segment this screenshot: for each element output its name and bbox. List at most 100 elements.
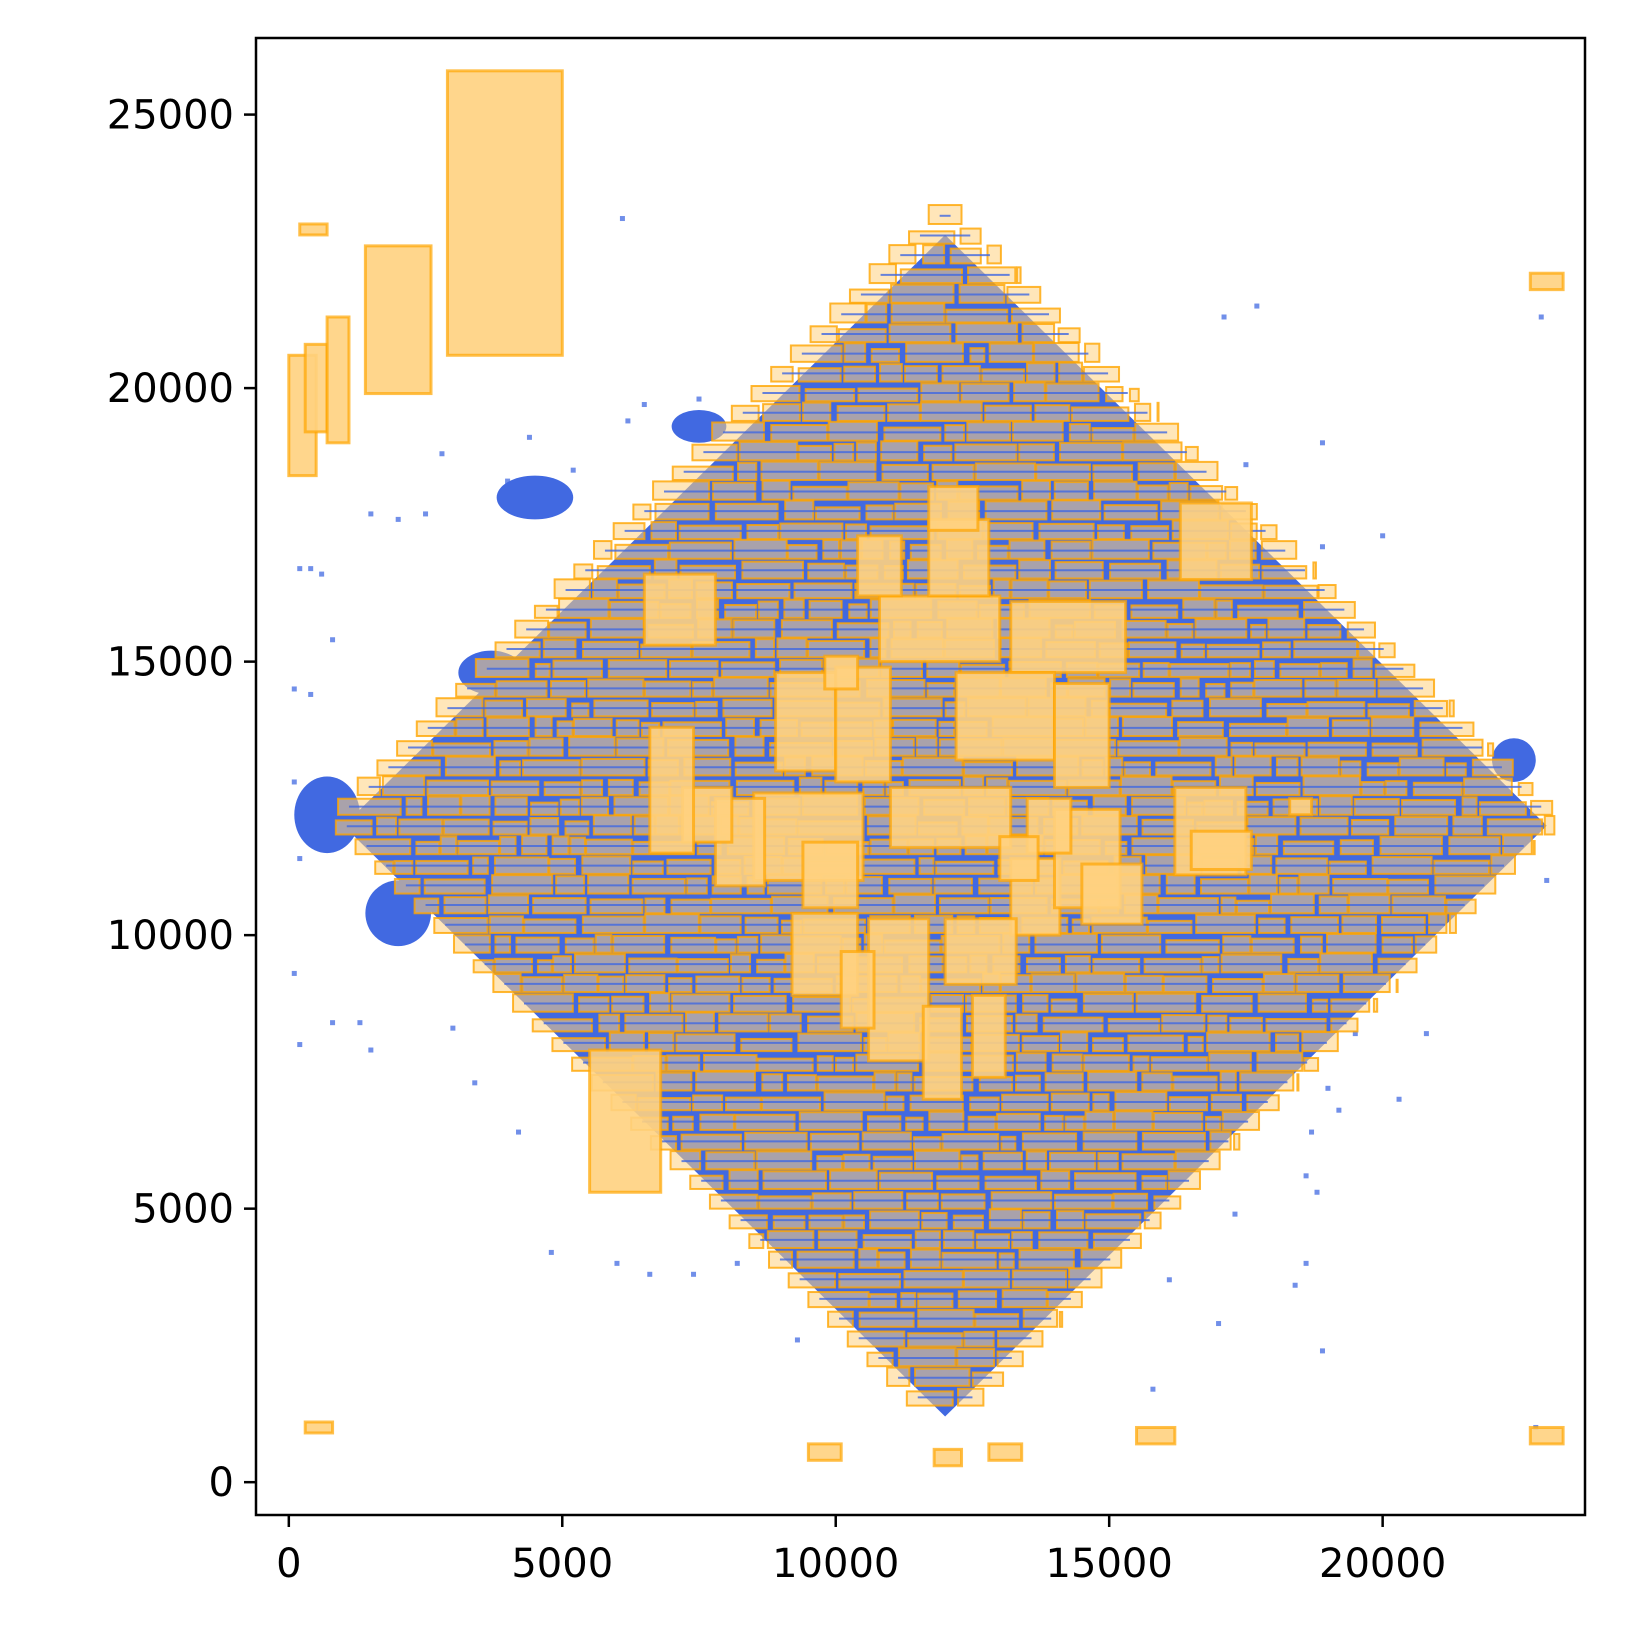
band-box xyxy=(1194,618,1248,639)
band-box xyxy=(571,702,590,718)
box xyxy=(834,665,892,784)
band-box xyxy=(1165,939,1220,954)
band-box xyxy=(592,814,633,836)
box xyxy=(954,671,1056,762)
band-box xyxy=(1142,662,1170,678)
band-box xyxy=(1103,504,1158,521)
band-box xyxy=(1478,801,1527,816)
box xyxy=(998,835,1040,882)
band-box xyxy=(1384,780,1408,797)
band-box xyxy=(827,420,878,442)
x-tick-label: 20000 xyxy=(1319,1541,1446,1587)
band-box xyxy=(1108,702,1168,718)
band-box xyxy=(822,538,841,560)
box xyxy=(927,485,980,532)
band-box xyxy=(1366,762,1399,777)
band-box xyxy=(963,761,1014,777)
band-box xyxy=(536,959,553,974)
box xyxy=(921,1004,964,1101)
band-box xyxy=(797,367,842,383)
band-box xyxy=(1395,978,1399,994)
band-box xyxy=(1212,978,1264,994)
band-box xyxy=(758,1195,812,1210)
outlier-point xyxy=(1544,877,1550,883)
band-box xyxy=(1233,1133,1241,1151)
band-box xyxy=(1367,703,1410,718)
band-box xyxy=(816,1155,844,1171)
band-box xyxy=(837,328,887,344)
outlier-point xyxy=(691,1271,697,1277)
band-box xyxy=(1254,834,1279,856)
y-tick-label: 20000 xyxy=(107,366,234,412)
box xyxy=(806,1442,843,1462)
box xyxy=(325,315,351,445)
outlier-point xyxy=(1243,462,1249,468)
outlier-point xyxy=(794,1337,800,1343)
band-box xyxy=(1530,799,1554,816)
outlier-point xyxy=(439,451,445,457)
box xyxy=(970,993,1007,1079)
band-box xyxy=(614,543,670,560)
band-box xyxy=(1255,781,1301,797)
band-box xyxy=(423,878,486,895)
band-box xyxy=(1258,917,1286,934)
outlier-point xyxy=(1423,1031,1429,1037)
band-box xyxy=(1260,524,1278,541)
band-box xyxy=(1267,617,1306,639)
band-box xyxy=(589,898,644,915)
band-box xyxy=(1360,781,1385,797)
band-box xyxy=(1199,584,1264,600)
band-box xyxy=(834,1056,855,1072)
box xyxy=(932,1447,964,1468)
band-box xyxy=(1085,1213,1142,1230)
band-box xyxy=(499,760,521,777)
outlier-point xyxy=(308,566,314,572)
band-box xyxy=(885,1095,905,1112)
band-box xyxy=(530,801,559,816)
band-box xyxy=(1096,524,1125,541)
outlier-point xyxy=(516,1129,522,1135)
outlier-point xyxy=(1319,1348,1325,1354)
band-box xyxy=(1092,1232,1142,1250)
band-box xyxy=(1064,1115,1085,1131)
band-box xyxy=(776,637,808,659)
band-box xyxy=(756,1057,814,1072)
band-box xyxy=(1132,682,1175,698)
box xyxy=(1189,829,1253,871)
outlier-point xyxy=(570,467,576,473)
band-box xyxy=(1250,937,1295,954)
band-box xyxy=(1143,957,1202,974)
outlier-point xyxy=(1232,1211,1238,1217)
outlier-point xyxy=(548,1249,554,1255)
band-box xyxy=(713,676,769,698)
y-tick-label: 10000 xyxy=(107,913,234,959)
band-box xyxy=(736,583,791,600)
outlier-point xyxy=(526,434,532,440)
box xyxy=(298,222,329,237)
band-box xyxy=(1490,854,1516,875)
band-box xyxy=(1229,1016,1263,1033)
outlier-point xyxy=(1319,440,1325,446)
band-box xyxy=(531,1018,593,1033)
band-box xyxy=(670,898,712,915)
y-tick-label: 0 xyxy=(209,1460,234,1506)
outlier-point xyxy=(1254,303,1260,309)
band-box xyxy=(872,1155,913,1171)
box xyxy=(1080,862,1144,926)
band-box xyxy=(715,938,737,954)
band-box xyxy=(672,1115,694,1131)
band-box xyxy=(632,860,664,875)
band-box xyxy=(444,755,496,777)
band-box xyxy=(900,1292,917,1309)
outlier-point xyxy=(1336,1107,1342,1113)
band-box xyxy=(1279,663,1321,678)
band-box xyxy=(1121,716,1173,738)
band-box xyxy=(415,859,469,875)
band-box xyxy=(1091,538,1150,560)
box xyxy=(445,69,564,357)
band-box xyxy=(1307,741,1367,757)
band-box xyxy=(1123,761,1151,777)
box xyxy=(867,917,931,1063)
band-box xyxy=(748,1233,765,1250)
